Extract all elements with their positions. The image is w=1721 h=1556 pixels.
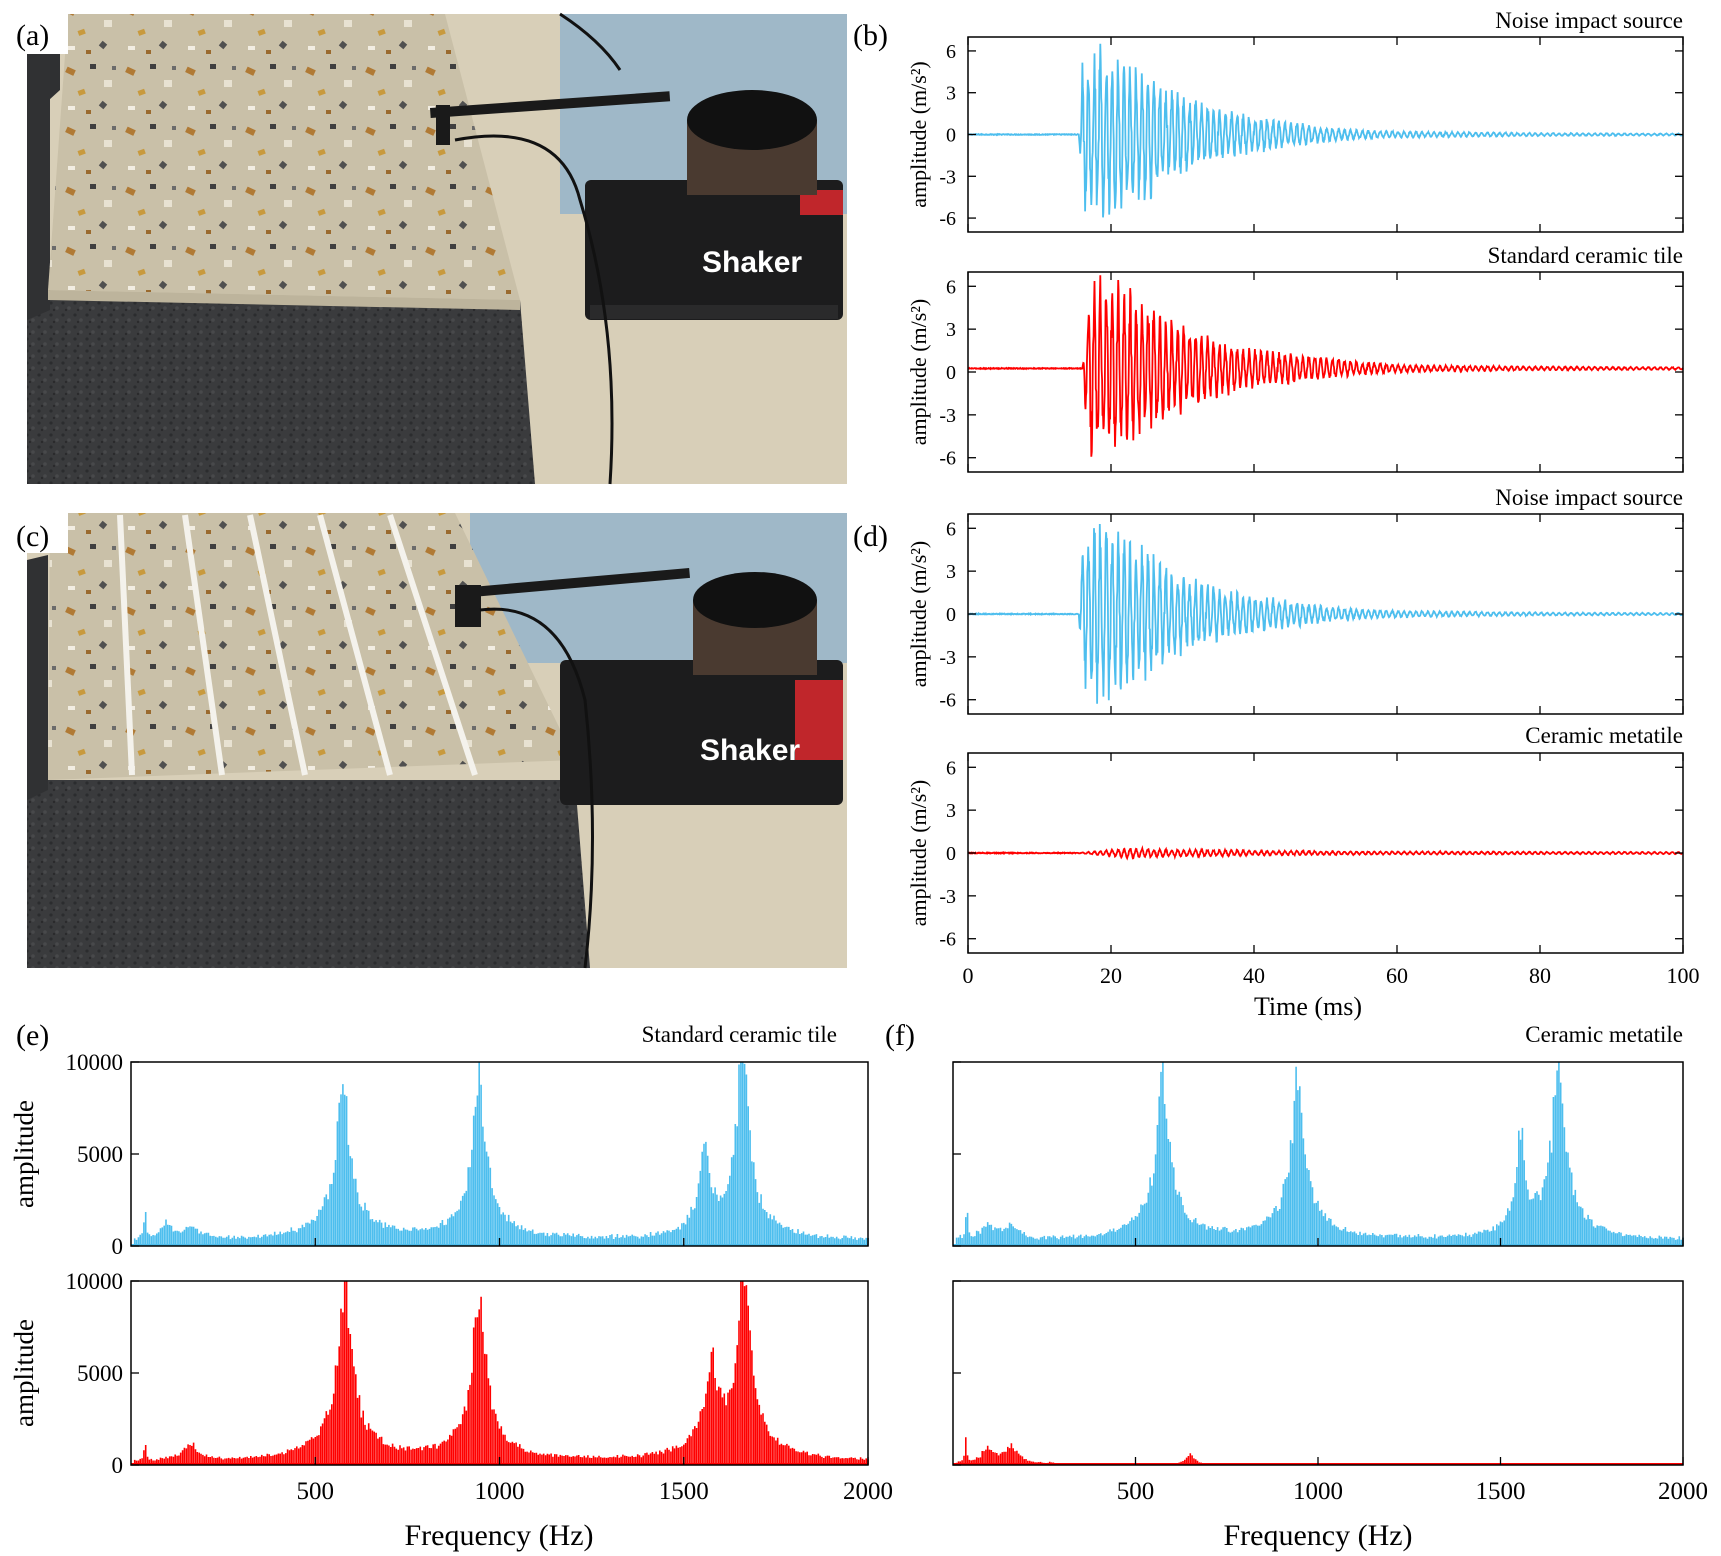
y-tick-label: -3 xyxy=(939,405,956,427)
time-ylabel: amplitude (m/s²) xyxy=(906,61,931,208)
title-b-top: Noise impact source xyxy=(1495,8,1683,33)
spectrum-bars-1 xyxy=(133,1281,869,1465)
x-tick-label: 2000 xyxy=(843,1478,893,1505)
x-tick-label: 500 xyxy=(1117,1478,1155,1505)
shaker-base xyxy=(585,180,843,320)
tile-slots xyxy=(117,514,478,776)
x-tick-label: 1500 xyxy=(659,1478,709,1505)
photo-a: Shaker xyxy=(27,12,847,485)
y-tick-label: -3 xyxy=(939,647,956,669)
y-tick-label: -6 xyxy=(939,690,956,712)
spectrum-f-metatile: 500 1000 1500 2000 xyxy=(952,1280,1708,1505)
title-f: Ceramic metatile xyxy=(1525,1022,1683,1047)
title-e: Standard ceramic tile xyxy=(642,1022,837,1047)
time-plot-noise-source-d: -6 -3 0 3 6 amplitude (m/s²) xyxy=(906,513,1684,715)
spectrum-e-standard-tile: 0 5000 10000 500 1000 1500 2000 amplitude xyxy=(9,1269,893,1505)
x-tick-label: 80 xyxy=(1529,963,1551,988)
y-tick-label: -6 xyxy=(939,208,956,230)
shaker-base xyxy=(560,660,843,805)
title-d-top: Noise impact source xyxy=(1495,485,1683,510)
x-tick-label: 40 xyxy=(1243,963,1265,988)
y-tick-label: 3 xyxy=(946,561,956,583)
time-ylabel: amplitude (m/s²) xyxy=(906,541,931,688)
time-xlabel: Time (ms) xyxy=(1254,992,1362,1021)
y-tick-label: -3 xyxy=(939,166,956,188)
stinger-arm xyxy=(460,567,690,598)
y-tick-label: -3 xyxy=(939,886,956,908)
panel-letter-b: (b) xyxy=(853,19,888,52)
y-tick-label: 0 xyxy=(112,1453,124,1478)
waveform-series-1 xyxy=(967,275,1684,457)
time-ylabel: amplitude (m/s²) xyxy=(906,780,931,927)
spectrum-e-source: 0 5000 10000 amplitude xyxy=(9,1050,869,1259)
spectrum-bars-3 xyxy=(955,1437,1684,1465)
x-tick-label: 60 xyxy=(1386,963,1408,988)
y-tick-label: -6 xyxy=(939,448,956,470)
time-plot-noise-source-b: -6 -3 0 3 6 amplitude (m/s²) xyxy=(906,36,1684,233)
x-tick-label: 500 xyxy=(297,1478,335,1505)
stinger-arm xyxy=(430,91,671,118)
spectrum-f-source xyxy=(952,1061,1684,1247)
y-tick-label: 10000 xyxy=(66,1050,124,1075)
spectrum-ylabel: amplitude xyxy=(9,1319,39,1427)
y-tick-label: -6 xyxy=(939,929,956,951)
photo-c: Shaker xyxy=(27,513,847,969)
waveform-series-3 xyxy=(967,844,1684,861)
y-tick-label: 6 xyxy=(946,757,956,779)
shaker-label-a: Shaker xyxy=(702,246,802,279)
panel-letter-a: (a) xyxy=(16,19,49,52)
x-tick-label: 1500 xyxy=(1476,1478,1526,1505)
panel-letter-d: (d) xyxy=(853,520,888,553)
y-tick-label: 6 xyxy=(946,41,956,63)
y-tick-label: 6 xyxy=(946,276,956,298)
x-tick-label: 100 xyxy=(1667,963,1700,988)
spectrum-ylabel: amplitude xyxy=(9,1100,39,1208)
y-tick-label: 10000 xyxy=(66,1269,124,1294)
panel-letter-e: (e) xyxy=(16,1019,49,1052)
x-tick-label: 1000 xyxy=(1293,1478,1343,1505)
waveform-series-0 xyxy=(967,43,1684,218)
foam-block xyxy=(27,300,535,484)
freq-xlabel-f: Frequency (Hz) xyxy=(1223,1519,1412,1552)
x-tick-label: 2000 xyxy=(1658,1478,1708,1505)
y-tick-label: 3 xyxy=(946,319,956,341)
y-tick-label: 0 xyxy=(946,362,956,384)
terrazzo-tile xyxy=(48,14,520,300)
y-tick-label: 0 xyxy=(946,843,956,865)
y-tick-label: 3 xyxy=(946,83,956,105)
axes-box xyxy=(952,1280,1684,1466)
y-tick-label: 3 xyxy=(946,800,956,822)
time-plot-standard-tile: -6 -3 0 3 6 amplitude (m/s²) xyxy=(906,271,1684,473)
x-tick-label: 1000 xyxy=(475,1478,525,1505)
y-tick-label: 5000 xyxy=(77,1361,123,1386)
freq-xlabel-e: Frequency (Hz) xyxy=(404,1519,593,1552)
y-tick-label: 0 xyxy=(946,604,956,626)
spectrum-bars-2 xyxy=(955,1062,1684,1246)
y-tick-label: 6 xyxy=(946,518,956,540)
foam-block xyxy=(27,780,590,968)
terrazzo-tile xyxy=(48,513,575,780)
x-tick-label: 0 xyxy=(963,963,974,988)
time-ylabel: amplitude (m/s²) xyxy=(906,299,931,446)
shaker-label-c: Shaker xyxy=(700,734,800,767)
panel-letter-c: (c) xyxy=(16,520,49,553)
y-tick-label: 0 xyxy=(946,125,956,147)
spectrum-bars-0 xyxy=(133,1062,869,1246)
y-tick-label: 5000 xyxy=(77,1142,123,1167)
y-tick-label: 0 xyxy=(112,1234,124,1259)
x-tick-label: 20 xyxy=(1100,963,1122,988)
title-b-bottom: Standard ceramic tile xyxy=(1488,243,1683,268)
panel-letter-f: (f) xyxy=(885,1019,915,1052)
title-d-bottom: Ceramic metatile xyxy=(1525,723,1683,748)
waveform-series-2 xyxy=(967,523,1684,704)
